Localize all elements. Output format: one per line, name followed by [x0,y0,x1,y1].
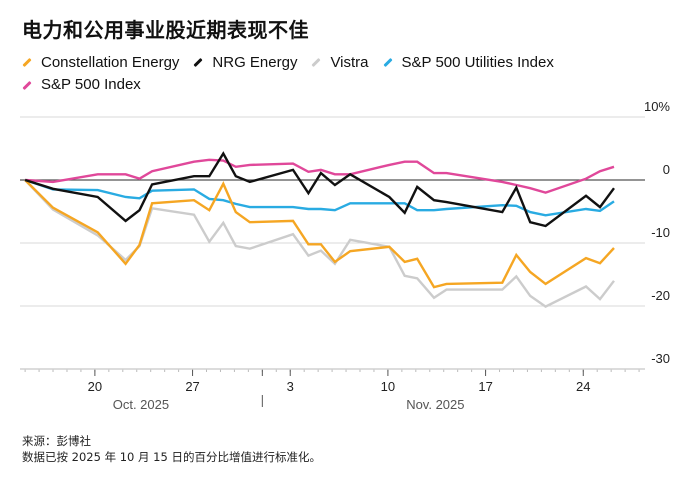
legend-item-sp-500-utilities-index: S&P 500 Utilities Index [382,53,554,73]
month-label: Oct. 2025 [113,397,169,412]
legend-label: NRG Energy [212,53,298,71]
month-label: Nov. 2025 [406,397,464,412]
legend-swatch-icon [22,57,32,68]
legend-item-constellation-energy: Constellation Energy [22,53,179,73]
x-tick-label: 24 [576,379,590,394]
footer: 来源：彭博社 数据已按 2025 年 10 月 15 日的百分比增值进行标准化。 [22,433,321,465]
x-tick-label: 10 [381,379,395,394]
legend-swatch-icon [193,57,204,68]
y-tick-label: -20 [651,288,670,303]
x-tick-label: 27 [185,379,199,394]
y-tick-label: -10 [651,225,670,240]
line-chart: 10% 0 -10 -20 -30 20 27 3 10 17 24 Oct. 2025 Nov. 20… [20,99,670,412]
legend-swatch-icon [22,80,32,90]
series-line-sp-500-utilities-index [24,178,615,217]
legend-label: Constellation Energy [41,53,180,71]
legend-label: S&P 500 Utilities Index [401,53,554,71]
legend: Constellation Energy NRG Energy Vistra S&P … [22,50,662,95]
x-tick-label: 20 [88,379,102,394]
source-note: 来源：彭博社 [22,434,91,448]
normalization-note: 数据已按 2025 年 10 月 15 日的百分比增值进行标准化。 [22,450,321,464]
series-line-constellation-energy [24,179,615,289]
legend-label: Vistra [330,53,369,71]
legend-item-sp-500-index: S&P 500 Index [22,75,141,95]
y-tick-label: -30 [651,351,670,366]
chart-title: 电力和公用事业股近期表现不佳 [22,18,309,42]
y-tick-label: 0 [663,162,670,177]
series-line-sp-500-index [25,158,615,194]
x-tick-label: 3 [287,379,294,394]
legend-label: S&P 500 Index [41,76,141,93]
legend-item-nrg-energy: NRG Energy [193,53,297,73]
legend-swatch-icon [311,57,322,68]
legend-item-vistra: Vistra [311,53,369,73]
series-line-nrg-energy [24,151,615,228]
y-tick-label: 10% [644,99,670,114]
x-tick-label: 17 [478,379,492,394]
legend-swatch-icon [382,57,393,68]
